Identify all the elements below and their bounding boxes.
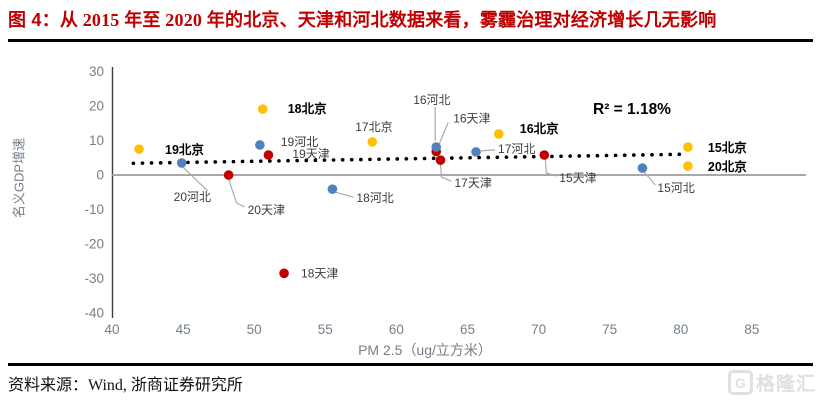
point-label: 15河北: [657, 181, 694, 195]
point-label: 19天津: [292, 147, 329, 161]
grlh-watermark: G 格隆汇: [727, 369, 816, 396]
x-tick-label: 50: [247, 322, 262, 337]
scatter-point: [255, 140, 265, 150]
r-squared-annotation: R² = 1.18%: [593, 101, 671, 118]
title-prefix: 图 4：: [8, 10, 60, 30]
point-label: 18北京: [288, 101, 327, 116]
point-label: 18河北: [356, 191, 393, 205]
x-tick-label: 70: [531, 322, 546, 337]
scatter-point: [637, 163, 648, 173]
x-tick-label: 55: [318, 322, 333, 337]
watermark-text: 格隆汇: [755, 374, 816, 395]
title-divider: [8, 39, 813, 42]
point-label: 19北京: [165, 142, 204, 157]
watermark-icon: G: [727, 370, 753, 395]
scatter-point: [327, 184, 338, 194]
scatter-point: [539, 150, 550, 160]
point-label: 16北京: [520, 121, 559, 136]
scatter-point: [263, 150, 274, 160]
point-label: 19河北: [281, 135, 318, 149]
point-label: 17北京: [355, 120, 392, 134]
leader-line: [182, 166, 209, 192]
x-tick-label: 40: [104, 322, 119, 337]
y-tick-label: 0: [96, 168, 104, 183]
scatter-point: [431, 142, 442, 152]
point-label: 17河北: [498, 142, 535, 156]
leader-line: [544, 158, 557, 177]
title-main: 从 2015 年至 2020 年的北京、天津和河北数据来看，: [59, 10, 480, 30]
leader-line: [437, 122, 449, 147]
leader-line: [643, 171, 656, 186]
leader-line: [480, 149, 496, 152]
x-axis-label: PM 2.5（ug/立方米）: [358, 342, 492, 358]
point-label: 16河北: [413, 93, 450, 107]
scatter-point: [176, 158, 187, 168]
scatter-point: [683, 161, 693, 171]
scatter-point: [134, 144, 144, 154]
point-label: 18天津: [301, 266, 338, 280]
point-label: 15天津: [559, 171, 596, 185]
point-label: 20天津: [248, 203, 285, 217]
point-label: 16天津: [453, 112, 490, 126]
y-tick-label: 20: [89, 99, 104, 114]
point-label: 17天津: [454, 176, 491, 190]
scatter-point: [435, 155, 446, 165]
y-axis-label: 名义GDP增速: [11, 137, 27, 219]
y-tick-label: 30: [89, 64, 104, 79]
y-tick-label: -10: [84, 202, 104, 217]
source-note: 资料来源：Wind, 浙商证券研究所: [8, 377, 243, 394]
point-label: 20河北: [174, 190, 211, 204]
leader-line: [439, 164, 452, 182]
leader-line: [228, 178, 245, 208]
point-label: 15北京: [708, 140, 747, 155]
y-tick-label: -40: [84, 306, 104, 321]
title-emphasis: 雾霾治理对经济增长几无影响: [479, 10, 717, 30]
x-tick-label: 80: [673, 322, 688, 337]
x-tick-label: 85: [744, 322, 759, 337]
scatter-point: [493, 129, 504, 139]
y-tick-label: -20: [84, 237, 104, 252]
x-tick-label: 60: [389, 322, 404, 337]
chart-title: 图 4：从 2015 年至 2020 年的北京、天津和河北数据来看，雾霾治理对经…: [8, 8, 813, 33]
source-divider: [8, 363, 813, 366]
scatter-point: [683, 142, 693, 152]
y-tick-label: 10: [89, 133, 104, 148]
scatter-point: [471, 147, 481, 157]
scatter-point: [257, 104, 268, 114]
scatter-point: [223, 170, 234, 180]
point-label: 20北京: [708, 159, 747, 174]
trend-line: [131, 152, 683, 166]
scatter-point: [279, 268, 289, 279]
y-tick-label: -30: [84, 271, 104, 286]
x-tick-label: 45: [176, 322, 191, 337]
x-tick-label: 75: [602, 322, 617, 337]
leader-line: [335, 191, 354, 198]
x-tick-label: 65: [460, 322, 475, 337]
scatter-point: [367, 137, 378, 147]
